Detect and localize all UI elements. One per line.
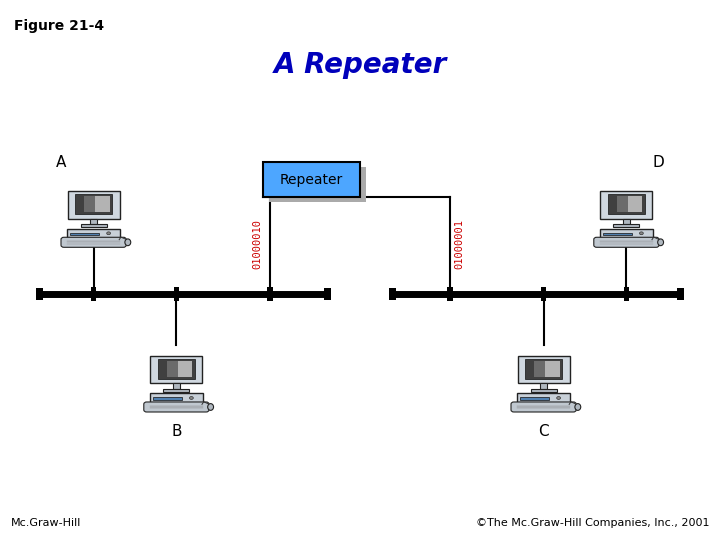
Bar	[91, 287, 96, 301]
Bar	[75, 194, 112, 214]
Bar	[546, 361, 559, 376]
Bar	[624, 287, 629, 301]
Bar	[163, 389, 189, 392]
Bar	[36, 288, 43, 300]
Text: C: C	[539, 424, 549, 439]
Text: Repeater: Repeater	[280, 173, 343, 186]
Bar	[268, 287, 273, 301]
Ellipse shape	[575, 403, 581, 410]
FancyBboxPatch shape	[144, 402, 209, 412]
Bar	[448, 287, 453, 301]
Ellipse shape	[207, 403, 214, 410]
Circle shape	[639, 232, 643, 235]
Bar	[174, 383, 179, 389]
Circle shape	[107, 232, 110, 235]
Bar	[517, 393, 570, 403]
Bar	[67, 228, 120, 238]
Bar	[520, 397, 549, 400]
Bar	[600, 228, 653, 238]
Bar	[174, 287, 179, 301]
Bar	[269, 167, 366, 202]
Bar	[624, 219, 629, 225]
Bar	[263, 162, 360, 197]
Text: ©The Mc.Graw-Hill Companies, Inc., 2001: ©The Mc.Graw-Hill Companies, Inc., 2001	[476, 518, 709, 528]
FancyBboxPatch shape	[511, 402, 576, 412]
Bar	[96, 196, 109, 212]
Text: D: D	[653, 155, 665, 170]
Text: A Repeater: A Repeater	[274, 51, 446, 79]
Text: A: A	[56, 155, 66, 170]
Text: 01000010: 01000010	[253, 219, 263, 269]
FancyBboxPatch shape	[61, 237, 126, 247]
Bar	[84, 196, 96, 212]
Text: 01000001: 01000001	[454, 219, 464, 269]
Bar	[600, 192, 652, 219]
Bar	[68, 192, 120, 219]
Bar	[629, 196, 642, 212]
Ellipse shape	[125, 239, 131, 246]
Bar	[617, 196, 629, 212]
Bar	[150, 356, 202, 383]
Bar	[677, 288, 684, 300]
Bar	[153, 397, 182, 400]
Bar	[324, 288, 331, 300]
Bar	[541, 287, 546, 301]
Bar	[613, 225, 639, 227]
Bar	[534, 361, 546, 376]
Bar	[179, 361, 192, 376]
Bar	[150, 393, 203, 403]
Bar	[167, 361, 179, 376]
Text: Figure 21-4: Figure 21-4	[14, 19, 104, 33]
Bar	[608, 194, 645, 214]
Bar	[81, 225, 107, 227]
Bar	[70, 233, 99, 235]
FancyBboxPatch shape	[594, 237, 659, 247]
Bar	[531, 389, 557, 392]
Bar	[91, 219, 96, 225]
Bar	[158, 359, 195, 379]
Circle shape	[189, 396, 193, 400]
Bar	[390, 288, 396, 300]
Bar	[603, 233, 632, 235]
Bar	[541, 383, 546, 389]
Text: B: B	[171, 424, 181, 439]
Bar	[525, 359, 562, 379]
Bar	[518, 356, 570, 383]
Text: Mc.Graw-Hill: Mc.Graw-Hill	[11, 518, 81, 528]
Ellipse shape	[657, 239, 664, 246]
Circle shape	[557, 396, 560, 400]
